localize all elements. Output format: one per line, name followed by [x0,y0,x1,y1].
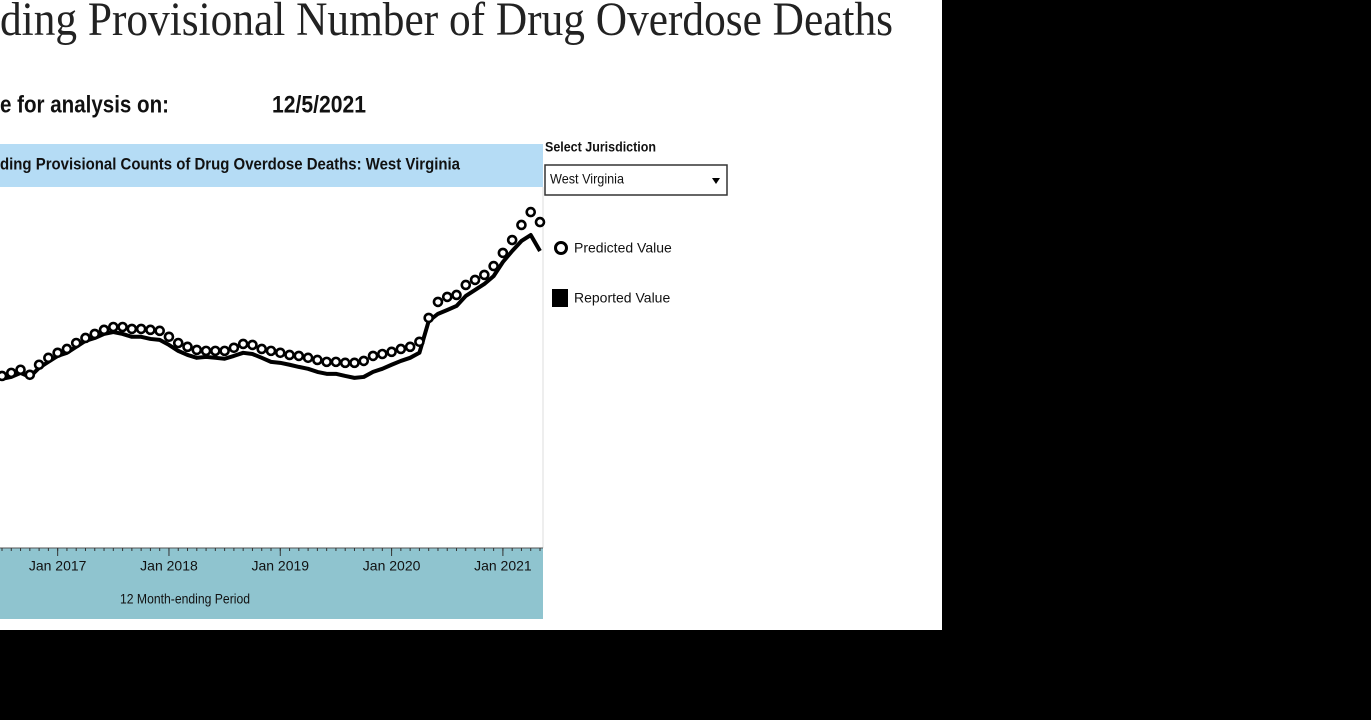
predicted-point [15,364,26,376]
x-tick-label: Jan 2021 [474,558,532,574]
x-tick-label: Jan 2019 [251,558,309,574]
predicted-point [460,279,472,291]
x-tick-label: Jan 2018 [140,558,198,574]
legend-label: Predicted Value [574,240,672,256]
predicted-point [256,343,268,355]
predicted-point [80,332,91,344]
dropdown-arrow[interactable] [712,178,720,184]
predicted-point [163,331,175,343]
predicted-point [339,357,351,369]
predicted-point [293,350,305,362]
predicted-point [191,344,203,356]
predicted-point [312,354,323,366]
predicted-point [70,337,82,349]
reported-line [1,233,542,381]
predicted-point [210,345,221,357]
page-title: ding Provisional Number of Drug Overdose… [0,0,893,46]
predicted-point [534,216,546,228]
predicted-point [395,343,407,355]
predicted-point [516,219,527,231]
predicted-point [302,352,314,364]
predicted-point [182,341,193,353]
dropdown[interactable]: West Virginia [544,164,728,196]
predicted-point [52,347,63,359]
predicted-point [43,352,54,364]
dropdown-label: Select Jurisdiction [545,139,656,155]
predicted-point [0,370,8,382]
predicted-point [154,325,165,337]
predicted-point [228,342,240,354]
predicted-point [367,350,379,362]
predicted-point [117,321,128,333]
predicted-point [506,234,518,246]
predicted-point [200,345,212,357]
predicted-point [247,339,258,351]
content-area [0,0,942,630]
x-tick-label: Jan 2017 [29,558,87,574]
predicted-point [89,328,101,340]
predicted-point [330,356,342,368]
predicted-point [5,367,17,379]
predicted-point [358,355,370,367]
legend-symbol [552,289,568,307]
predicted-point [126,323,138,335]
chart-title: ding Provisional Counts of Drug Overdose… [0,154,460,173]
predicted-point [497,247,509,259]
x-axis-band [0,548,543,619]
predicted-point [479,269,490,281]
x-tick-label: Jan 2020 [363,558,421,574]
predicted-point [24,369,36,381]
predicted-point [274,347,286,359]
predicted-point [423,312,434,324]
predicted-point [414,336,425,348]
predicted-point [321,356,332,368]
x-axis-label: 12 Month-ending Period [120,591,250,607]
predicted-point [377,348,388,360]
predicted-point [488,260,499,272]
predicted-point [219,345,230,357]
predicted-point [404,341,416,353]
predicted-point [525,206,537,218]
predicted-point [432,296,444,308]
predicted-point [284,349,295,361]
predicted-point [98,324,110,336]
predicted-point [469,274,481,286]
date-label: e for analysis on: [0,91,169,118]
predicted-point [441,291,453,303]
predicted-point [172,337,184,349]
dropdown-value[interactable]: West Virginia [550,171,624,187]
chart-header [0,144,543,187]
predicted-point [349,357,360,369]
predicted-point [135,323,147,335]
predicted-point [451,289,462,301]
predicted-point [386,346,397,358]
predicted-point [33,359,45,371]
legend-label: Reported Value [574,290,670,306]
predicted-point [237,338,249,350]
dropdown-box[interactable] [544,164,728,196]
predicted-point [145,324,156,336]
date-value: 12/5/2021 [272,91,366,118]
predicted-point [108,321,119,333]
legend-symbol [554,241,568,255]
predicted-point [265,345,277,357]
predicted-point [61,343,73,355]
